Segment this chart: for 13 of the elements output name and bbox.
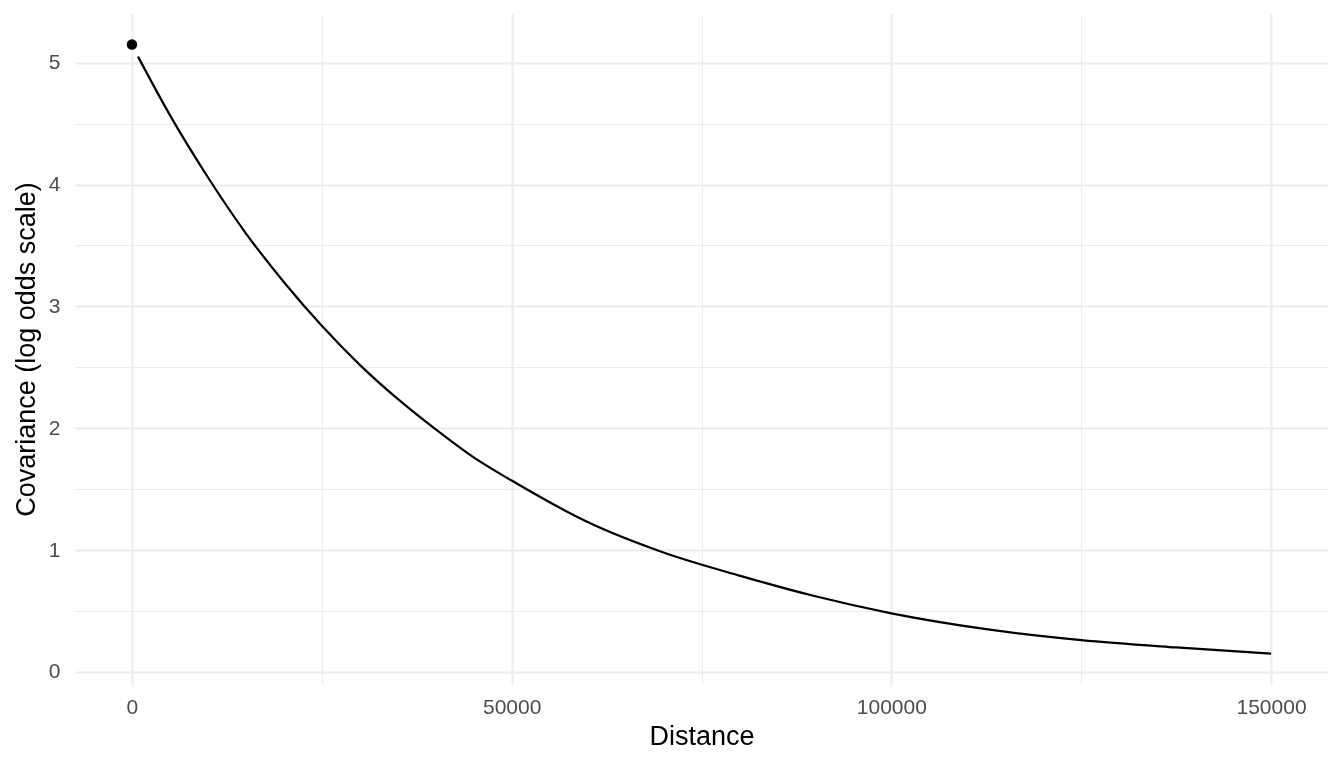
y-axis-title: Covariance (log odds scale) xyxy=(10,182,41,517)
y-tick-label: 3 xyxy=(48,293,61,317)
x-tick-label: 0 xyxy=(126,694,139,718)
x-tick-label: 100000 xyxy=(856,694,927,718)
y-tick-label: 2 xyxy=(48,415,61,439)
x-axis-title: Distance xyxy=(649,720,755,751)
x-tick-label: 50000 xyxy=(482,694,542,718)
y-tick-label: 5 xyxy=(48,50,61,74)
x-tick-label: 150000 xyxy=(1236,694,1307,718)
y-tick-label: 4 xyxy=(48,172,61,196)
line-series xyxy=(136,55,1273,655)
y-tick-label: 1 xyxy=(48,537,61,561)
y-tick-label: 0 xyxy=(48,659,61,683)
